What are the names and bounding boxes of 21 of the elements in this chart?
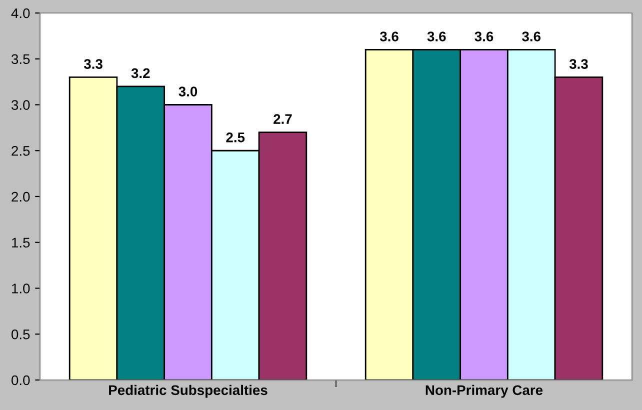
data-label: 3.3	[84, 59, 102, 69]
y-tick-label: 1.0	[12, 284, 30, 294]
y-tick-label: 0.5	[12, 329, 30, 340]
y-tick-label: 0.0	[12, 375, 30, 386]
data-label: 2.7	[274, 114, 292, 124]
y-tick-label: 2.0	[12, 192, 30, 202]
data-label: 3.6	[427, 32, 446, 42]
data-label: 3.6	[522, 32, 541, 42]
data-label: 3.6	[380, 32, 398, 42]
x-tick-label: Non-Primary Care	[426, 384, 543, 398]
y-tick-label: 3.0	[12, 100, 30, 110]
x-tick-label: Pediatric Subspecialties	[109, 384, 268, 398]
y-tick-label: 3.5	[12, 54, 30, 64]
y-tick-label: 2.5	[12, 146, 30, 156]
y-tick-label: 4.0	[11, 8, 30, 18]
data-label: 3.3	[569, 59, 588, 69]
data-label: 3.6	[474, 32, 494, 42]
data-label: 3.2	[131, 68, 150, 78]
y-tick-label: 1.5	[12, 238, 30, 248]
data-label: 2.5	[226, 132, 245, 142]
data-label: 3.0	[178, 86, 198, 96]
